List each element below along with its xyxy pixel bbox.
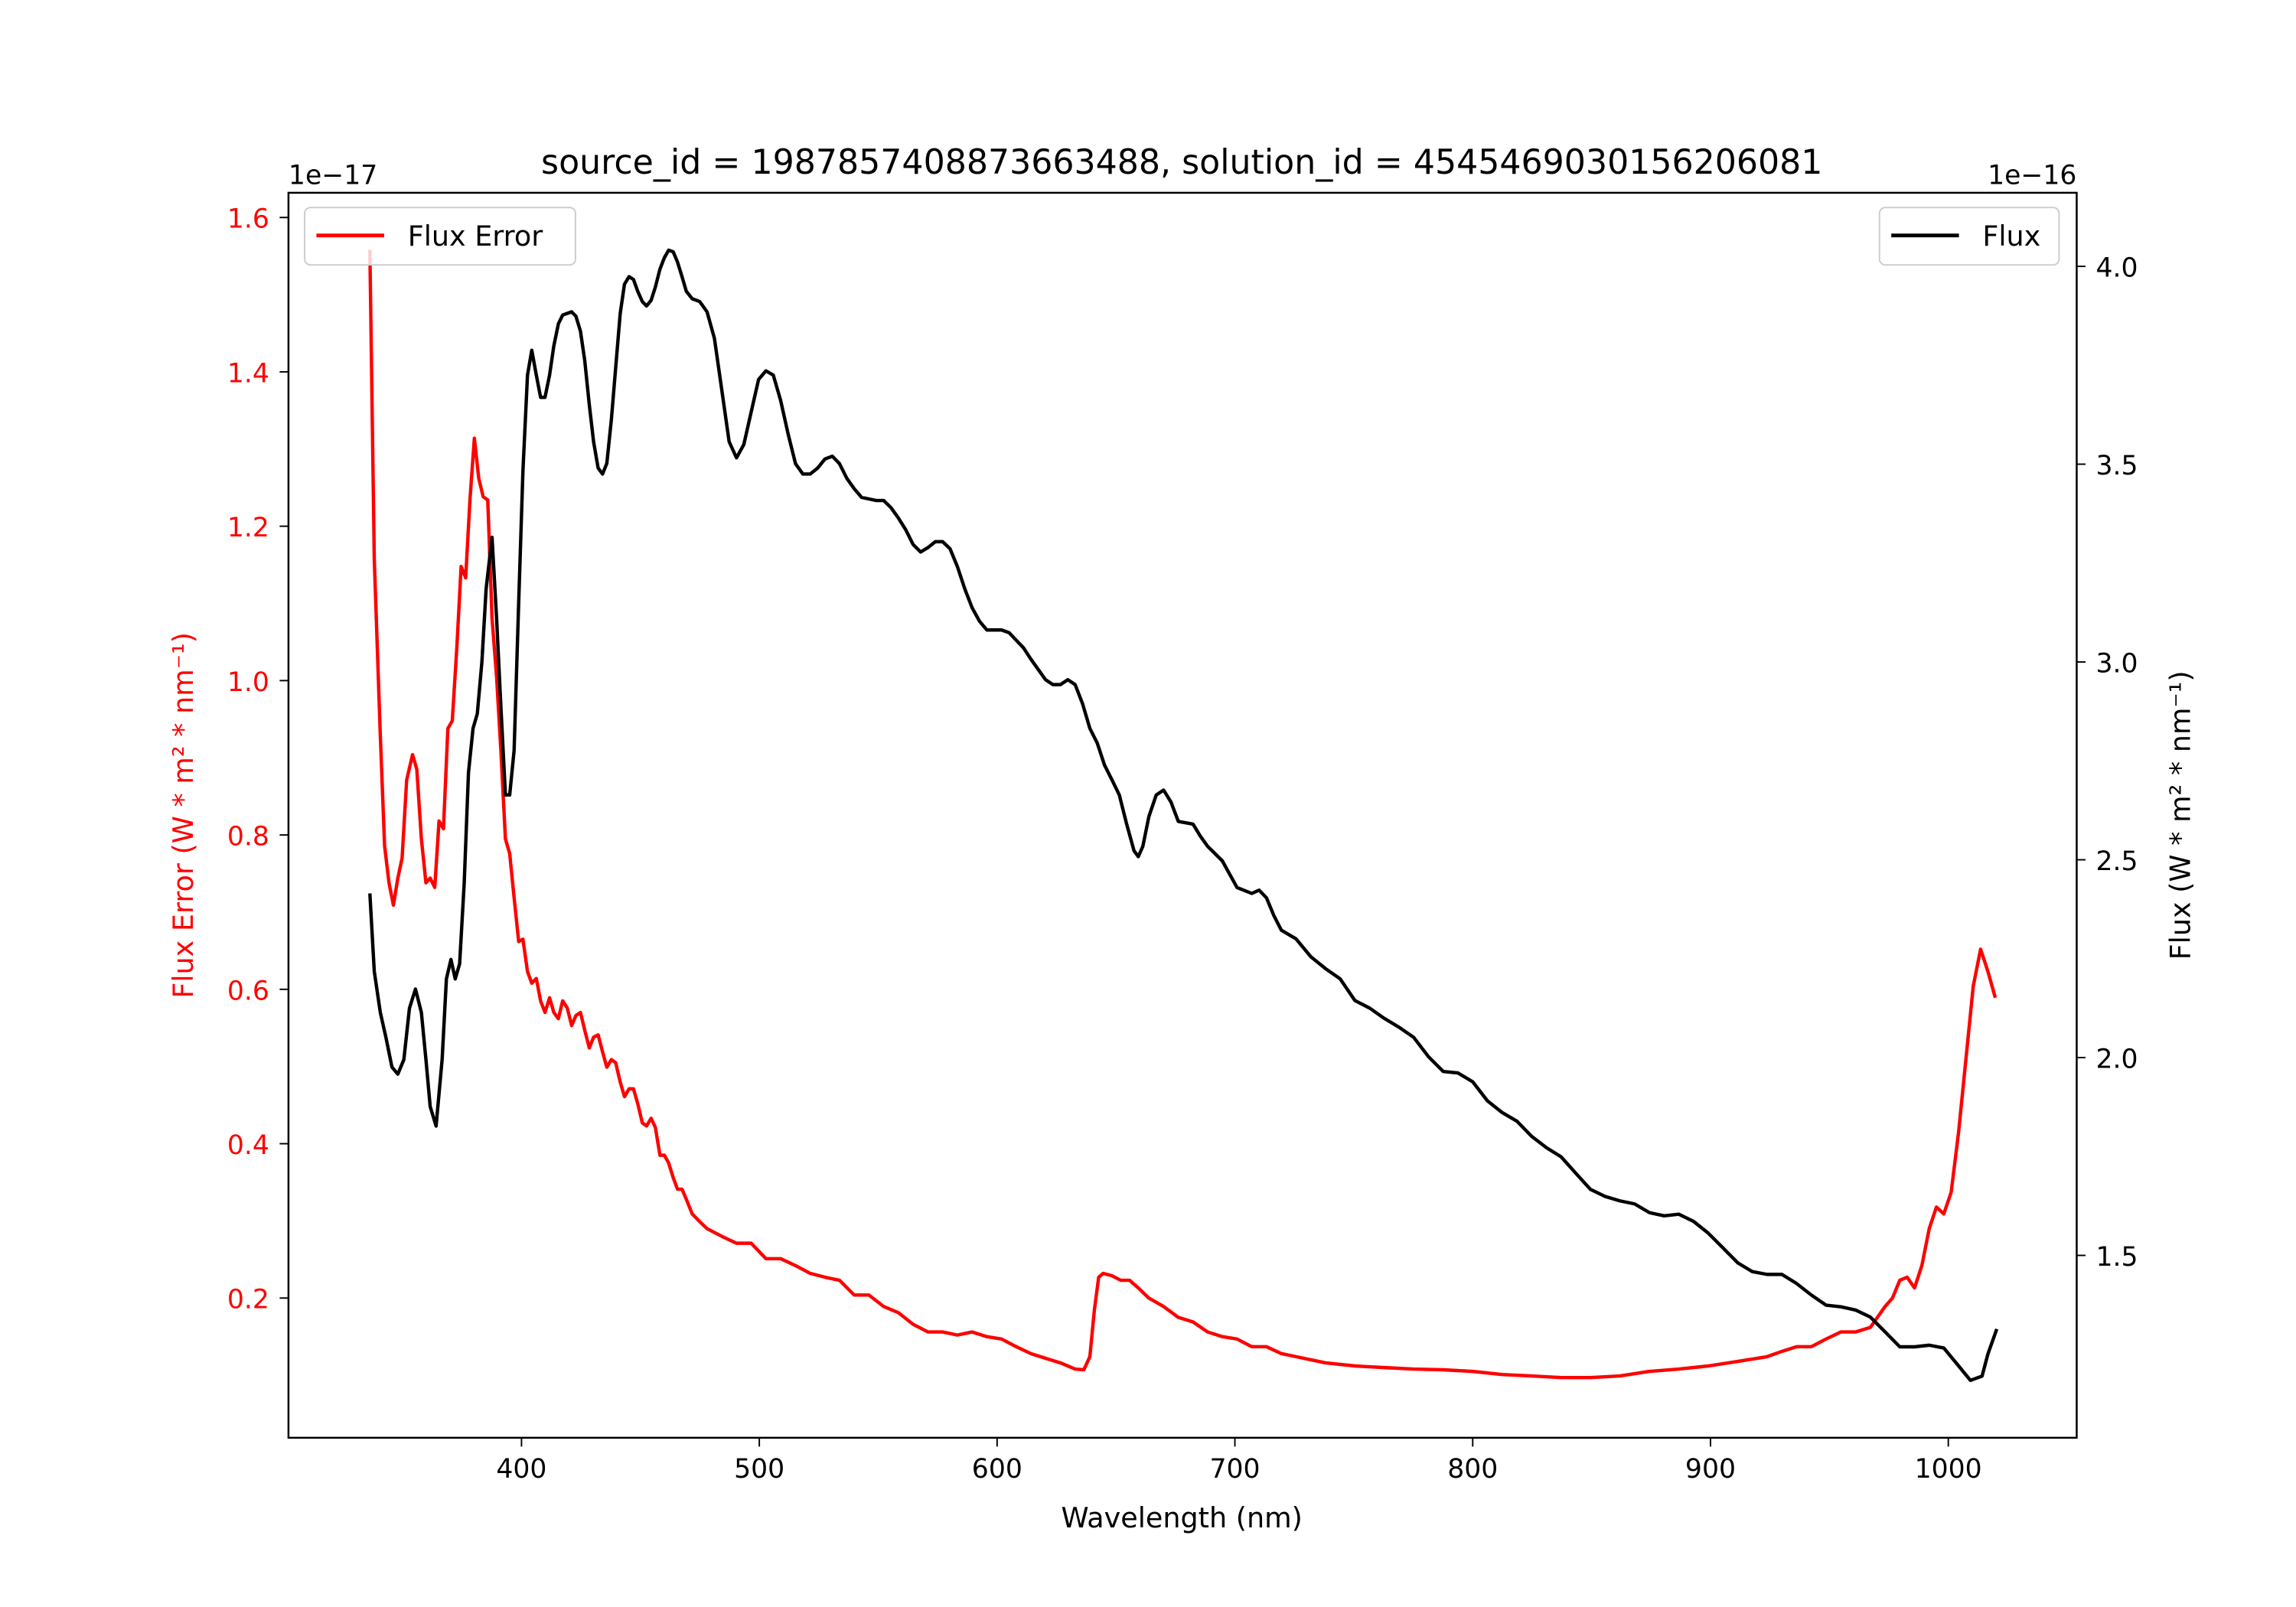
right-y-tick-label: 2.5 bbox=[2095, 846, 2138, 877]
right-y-tick-label: 1.5 bbox=[2095, 1242, 2138, 1273]
x-tick-label: 1000 bbox=[1915, 1454, 1982, 1485]
right-y-tick-label: 3.0 bbox=[2095, 649, 2138, 680]
right-y-tick-label: 2.0 bbox=[2095, 1044, 2138, 1074]
right-y-tick-label: 3.5 bbox=[2095, 451, 2138, 481]
chart-title: source_id = 1987857408873663488, solutio… bbox=[541, 143, 1822, 182]
right-y-axis-label: Flux (W * m² * nm⁻¹) bbox=[2164, 670, 2197, 960]
x-tick-label: 800 bbox=[1447, 1454, 1498, 1485]
x-tick-label: 700 bbox=[1210, 1454, 1261, 1485]
left-y-tick-label: 0.8 bbox=[227, 822, 269, 852]
plot-frame bbox=[287, 191, 2078, 1439]
left-y-axis-label: Flux Error (W * m² * nm⁻¹) bbox=[167, 632, 200, 999]
x-tick-label: 500 bbox=[734, 1454, 784, 1485]
legend-flux-error: Flux Error bbox=[304, 207, 576, 266]
right-y-tick-label: 4.0 bbox=[2095, 253, 2138, 284]
x-tick-label: 400 bbox=[496, 1454, 546, 1485]
left-y-tick-label: 1.0 bbox=[227, 667, 269, 698]
legend-flux-label: Flux bbox=[1982, 220, 2040, 253]
left-y-tick-label: 0.4 bbox=[227, 1130, 269, 1161]
left-y-tick-label: 1.6 bbox=[227, 204, 269, 235]
left-y-tick-label: 1.2 bbox=[227, 513, 269, 543]
x-tick-label: 600 bbox=[972, 1454, 1022, 1485]
right-axis-offset: 1e−16 bbox=[1988, 160, 2076, 191]
legend-flux-error-label: Flux Error bbox=[408, 220, 544, 253]
left-y-tick-label: 0.2 bbox=[227, 1285, 269, 1315]
x-tick-label: 900 bbox=[1685, 1454, 1736, 1485]
left-axis-offset: 1e−17 bbox=[289, 160, 377, 191]
legend-flux: Flux bbox=[1878, 207, 2060, 266]
flux-line bbox=[368, 248, 1999, 1383]
left-y-tick-label: 0.6 bbox=[227, 976, 269, 1006]
left-y-tick-label: 1.4 bbox=[227, 358, 269, 389]
x-axis-label: Wavelength (nm) bbox=[1062, 1501, 1303, 1534]
flux-error-line bbox=[368, 249, 1998, 1380]
